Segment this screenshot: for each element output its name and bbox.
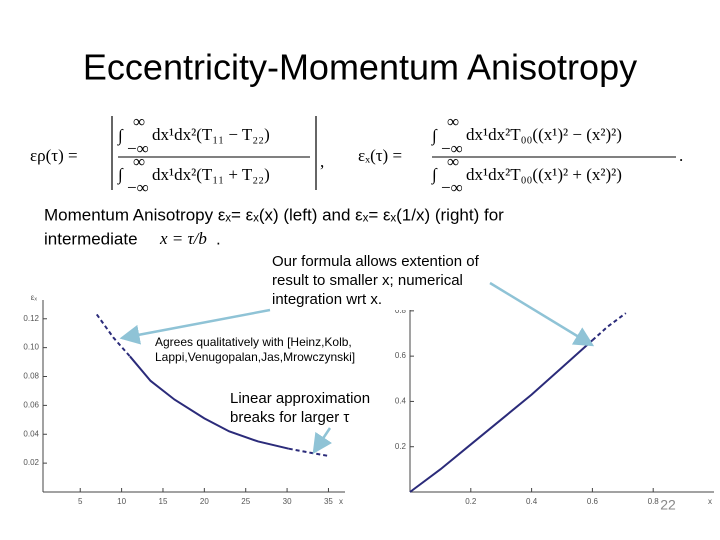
x-axis-label: x — [708, 497, 712, 506]
y-tick-label: 0.10 — [23, 343, 39, 352]
curve — [591, 312, 627, 342]
y-axis-label: εₓ — [31, 293, 38, 302]
annotation-text: Linear approximation — [230, 390, 370, 407]
formula-left: ερ(τ) = ∫ ∞ −∞ dx¹dx²(T₁₁ − T₂₂) ∫ ∞ −∞ … — [30, 112, 324, 197]
integral: ∫ — [117, 126, 124, 146]
numerator: dx¹dx²(T₁₁ − T₂₂) — [152, 125, 270, 144]
charts: 0.02 0.04 0.06 0.08 0.10 0.12 5 10 15 20 25 30 35 εₓ x… — [23, 288, 714, 506]
upper-limit: ∞ — [447, 152, 459, 171]
curve — [409, 339, 594, 493]
y-tick-label: 0.06 — [23, 400, 39, 409]
formula-lhs: ερ(τ) = — [30, 146, 78, 165]
upper-limit: ∞ — [447, 112, 459, 131]
x-tick-label: 30 — [283, 497, 292, 506]
body-text: intermediate — [44, 229, 138, 248]
numerator: dx¹dx²T₀₀((x¹)² − (x²)²) — [466, 125, 622, 144]
body-formula: x = τ/b — [159, 229, 207, 248]
arrow — [119, 308, 271, 345]
annotation-linear: Linear approximation breaks for larger τ — [226, 388, 378, 428]
y-tick-label: 0.4 — [395, 397, 407, 406]
y-tick-label: 0.04 — [23, 429, 39, 438]
x-tick-label: 35 — [324, 497, 333, 506]
y-tick-label: 0.02 — [23, 458, 39, 467]
annotation-text: integration wrt x. — [272, 291, 382, 308]
x-tick-label: 15 — [159, 497, 168, 506]
annotation-text: breaks for larger τ — [230, 409, 349, 426]
denominator: dx¹dx²(T₁₁ + T₂₂) — [152, 165, 270, 184]
x-tick-label: 20 — [200, 497, 209, 506]
lower-limit: −∞ — [441, 178, 463, 197]
annotation-text: Agrees qualitatively with [Heinz,Kolb, — [155, 335, 352, 349]
page-number: 22 — [660, 497, 676, 513]
punctuation: . — [679, 146, 683, 165]
formula-lhs: εₓ(τ) = — [358, 146, 402, 165]
upper-limit: ∞ — [133, 112, 145, 131]
x-tick-label: 5 — [78, 497, 83, 506]
formula-right: εₓ(τ) = ∫ ∞ −∞ dx¹dx²T₀₀((x¹)² − (x²)²) … — [358, 112, 683, 197]
integral: ∫ — [117, 165, 124, 185]
annotation-extension: Our formula allows extention of result t… — [268, 250, 508, 310]
annotation-text: Our formula allows extention of — [272, 253, 480, 270]
body-text: . — [216, 229, 221, 248]
annotation-bg — [268, 250, 508, 310]
slide-title: Eccentricity-Momentum Anisotropy — [83, 47, 637, 88]
x-tick-label: 10 — [117, 497, 126, 506]
curve — [129, 355, 289, 450]
annotation-agrees: Agrees qualitatively with [Heinz,Kolb, L… — [155, 335, 355, 364]
arrow — [489, 281, 595, 347]
body-text: Momentum Anisotropy εₓ= εₓ(x) (left) and… — [44, 205, 504, 224]
integral: ∫ — [431, 165, 438, 185]
annotation-bg — [226, 388, 378, 428]
y-tick-label: 0.08 — [23, 372, 39, 381]
x-tick-label: 0.8 — [648, 497, 660, 506]
lower-limit: −∞ — [127, 178, 149, 197]
annotation-text: Lappi,Venugopalan,Jas,Mrowczynski] — [155, 350, 355, 364]
annotation-text: result to smaller x; numerical — [272, 272, 463, 289]
curve — [95, 313, 329, 457]
x-tick-label: 0.4 — [526, 497, 538, 506]
lower-limit: −∞ — [441, 139, 463, 158]
integral: ∫ — [431, 126, 438, 146]
x-tick-label: 0.6 — [587, 497, 599, 506]
y-tick-label: 0.6 — [395, 351, 407, 360]
upper-limit: ∞ — [133, 152, 145, 171]
x-axis-label: x — [339, 497, 343, 506]
x-tick-label: 0.2 — [465, 497, 477, 506]
x-tick-label: 25 — [241, 497, 250, 506]
y-tick-label: 0.2 — [395, 442, 407, 451]
y-tick-label: 0.8 — [395, 306, 407, 315]
arrow — [312, 427, 333, 455]
y-tick-label: 0.12 — [23, 314, 39, 323]
lower-limit: −∞ — [127, 139, 149, 158]
denominator: dx¹dx²T₀₀((x¹)² + (x²)²) — [466, 165, 622, 184]
punctuation: , — [320, 152, 324, 171]
